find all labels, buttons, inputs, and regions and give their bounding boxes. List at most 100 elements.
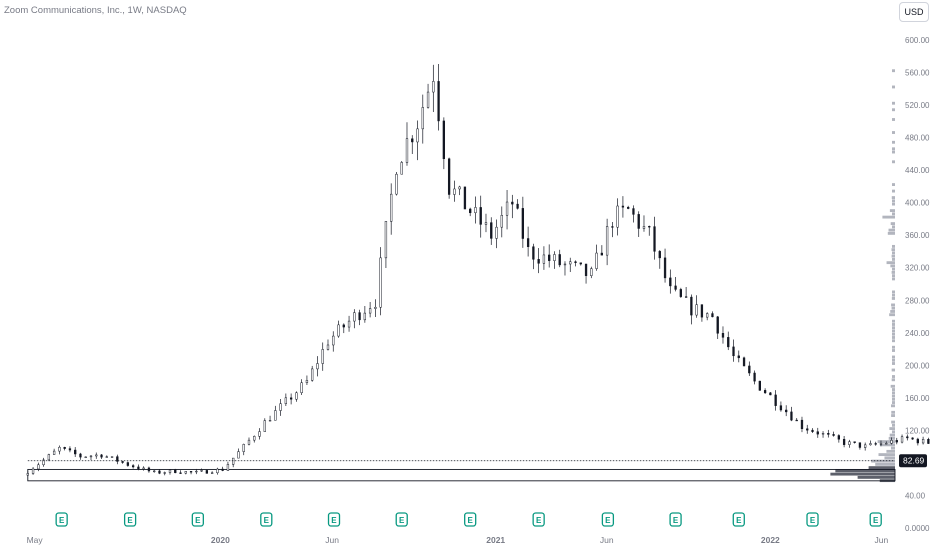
candle-body: [542, 254, 546, 264]
candle: [242, 443, 245, 456]
candle: [800, 416, 804, 433]
earnings-marker[interactable]: E: [732, 512, 745, 527]
candle-body: [874, 443, 877, 445]
candle-body: [295, 392, 298, 400]
volume-profile-bar: [879, 443, 895, 447]
candle: [58, 445, 61, 455]
earnings-marker[interactable]: E: [601, 512, 615, 527]
candle-body: [68, 448, 72, 451]
candle: [627, 205, 630, 210]
currency-button[interactable]: USD: [899, 2, 929, 22]
candle: [26, 471, 29, 476]
volume-profile-bar: [892, 251, 895, 255]
volume-profile-bar: [892, 332, 895, 336]
candle: [168, 469, 172, 475]
candle: [37, 462, 40, 472]
candle: [232, 457, 235, 468]
earnings-marker[interactable]: E: [55, 512, 68, 527]
candle: [600, 245, 604, 256]
earnings-badge: [601, 512, 615, 527]
candle-body: [347, 320, 351, 328]
candle: [105, 455, 108, 458]
earnings-e-icon: E: [673, 516, 679, 525]
earnings-badge: [532, 512, 545, 527]
earnings-marker[interactable]: E: [191, 512, 204, 527]
candle-body: [490, 222, 493, 239]
candle: [237, 448, 240, 459]
candle: [158, 469, 161, 475]
earnings-e-icon: E: [195, 516, 201, 525]
price-tick-label: 280.00: [905, 296, 930, 305]
candle-body: [616, 205, 619, 228]
volume-profile-bar: [892, 397, 895, 401]
candle-body: [184, 471, 187, 474]
candle: [637, 211, 640, 237]
candle: [258, 428, 261, 440]
candle: [184, 470, 187, 475]
candle: [131, 464, 135, 469]
candle-body: [247, 439, 251, 445]
volume-profile-bar: [892, 319, 895, 323]
candle: [421, 94, 424, 144]
earnings-marker[interactable]: E: [395, 512, 408, 527]
earnings-marker[interactable]: E: [532, 512, 545, 527]
candle: [458, 185, 461, 196]
candle-body: [31, 468, 35, 474]
candle: [179, 470, 182, 474]
volume-profile-bar: [892, 339, 895, 343]
candle-body: [711, 313, 714, 318]
candle-body: [179, 472, 182, 474]
candle: [263, 418, 266, 432]
candle-body: [832, 434, 835, 436]
candle: [811, 428, 814, 433]
earnings-marker[interactable]: E: [464, 512, 477, 527]
volume-profile-bar: [857, 475, 895, 479]
candle: [900, 434, 904, 444]
candle: [363, 305, 367, 323]
candle-body: [432, 81, 435, 93]
volume-profile-bar: [868, 466, 895, 470]
candle: [337, 320, 340, 338]
candle-body: [384, 221, 388, 259]
volume-profile-bar: [892, 430, 895, 434]
earnings-e-icon: E: [467, 516, 473, 525]
candles: [26, 63, 930, 476]
volume-profile-bar: [892, 336, 895, 339]
candle-body: [426, 91, 430, 108]
candle-body: [621, 205, 625, 208]
candle-body: [47, 454, 51, 461]
candle-body: [95, 454, 98, 457]
value-area-outline: [27, 468, 896, 482]
earnings-marker[interactable]: E: [869, 512, 882, 527]
earnings-marker[interactable]: E: [669, 512, 682, 527]
earnings-marker[interactable]: E: [806, 512, 819, 527]
candle-body: [289, 397, 293, 400]
earnings-marker[interactable]: E: [123, 512, 137, 527]
earnings-marker[interactable]: E: [327, 512, 341, 527]
candle: [732, 339, 735, 362]
candle-body: [748, 365, 751, 374]
earnings-e-icon: E: [605, 516, 611, 525]
candle: [68, 446, 72, 453]
candle-body: [821, 433, 825, 435]
price-tick-label: 400.00: [905, 199, 930, 208]
candle-body: [37, 464, 40, 470]
candle: [226, 461, 230, 471]
volume-profile-bar: [890, 404, 895, 408]
candle-body: [684, 296, 688, 298]
candle: [100, 454, 103, 459]
candle: [532, 243, 535, 270]
volume-profile: [830, 69, 895, 483]
candle-body: [363, 312, 367, 321]
candle-body: [416, 128, 419, 143]
candle-body: [700, 304, 704, 318]
volume-profile-bar: [884, 456, 895, 460]
candle: [437, 63, 440, 131]
candle-body: [864, 444, 867, 448]
earnings-marker[interactable]: E: [260, 512, 273, 527]
price-tick-label: 40.00: [905, 491, 926, 500]
candle: [353, 309, 356, 329]
volume-profile-bar: [892, 150, 895, 154]
candle-body: [469, 208, 472, 214]
